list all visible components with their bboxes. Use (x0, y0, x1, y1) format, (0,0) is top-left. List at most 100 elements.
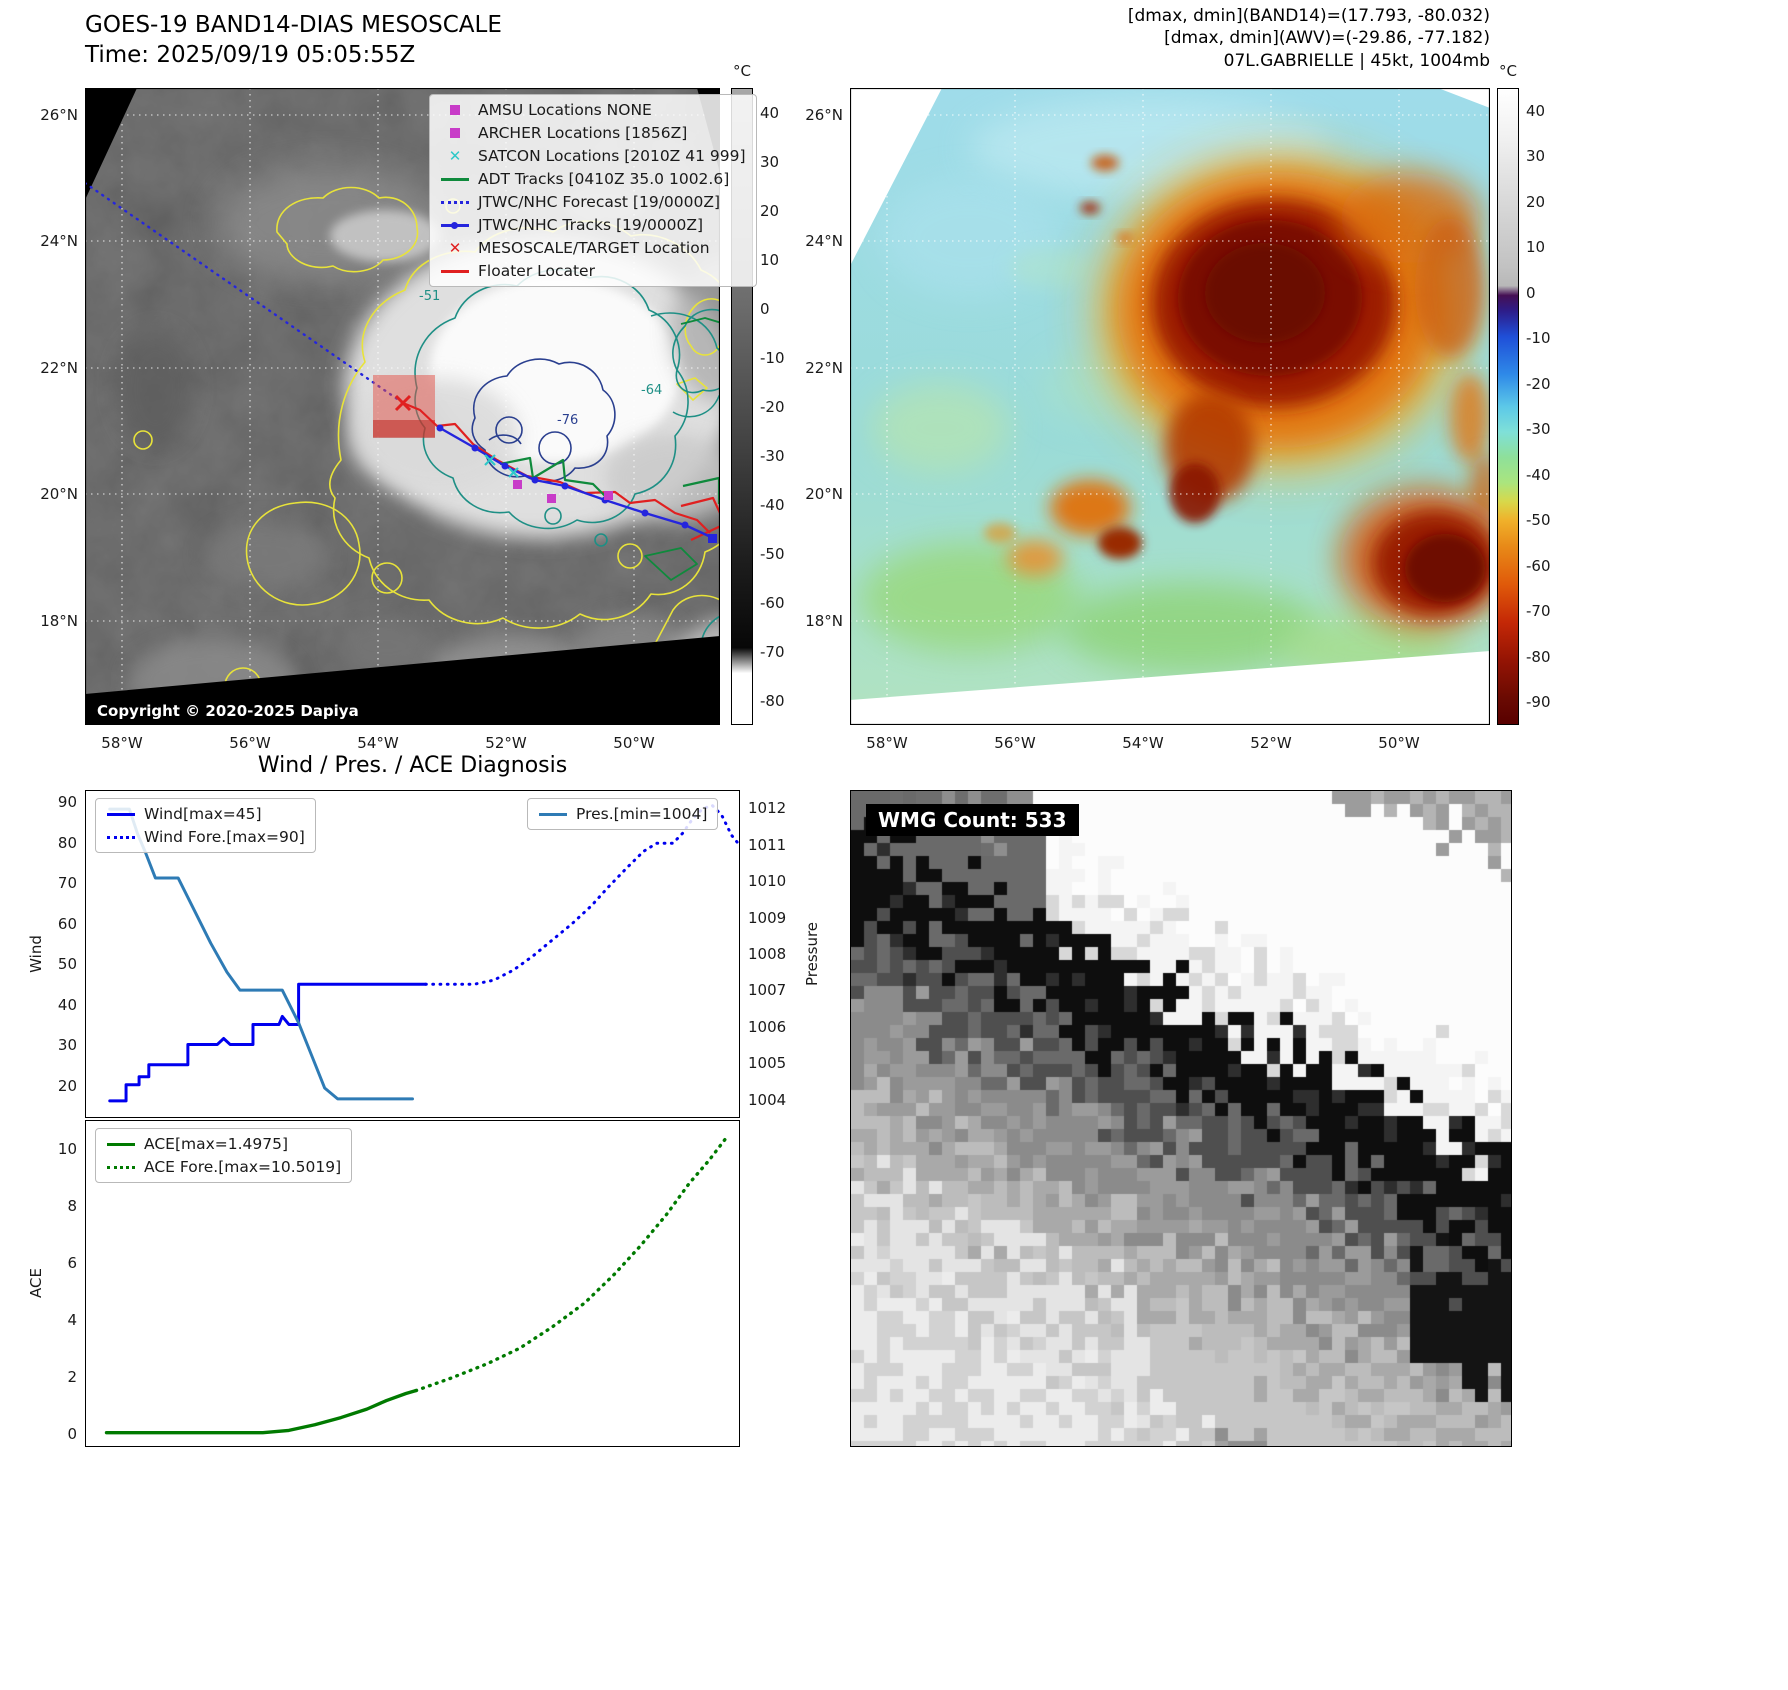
ace-ytick: 8 (67, 1196, 77, 1215)
legend-item: ✕ MESOSCALE/TARGET Location (440, 238, 746, 258)
band14-colorbar-tick: -30 (760, 446, 785, 465)
legend-item: JTWC/NHC Forecast [19/0000Z] (440, 192, 746, 212)
wind-ytick: 80 (57, 833, 77, 852)
awv-lat-label: 26°N (805, 106, 843, 124)
band14-lon-label: 50°W (613, 734, 655, 752)
band14-colorbar-tick: -80 (760, 691, 785, 710)
ace-axis-label: ACE (27, 1268, 45, 1298)
band14-colorbar-tick: -40 (760, 495, 785, 514)
dmax-dmin-band14: [dmax, dmin](BAND14)=(17.793, -80.032) (1127, 6, 1490, 26)
legend-item: ✕ SATCON Locations [2010Z 41 999] (440, 146, 746, 166)
band14-colorbar-tick: 30 (760, 152, 780, 171)
awv-colorbar-tick: 30 (1526, 147, 1546, 166)
legend-label: Wind[max=45] (144, 805, 262, 823)
pressure-ytick: 1005 (748, 1054, 787, 1073)
dmax-dmin-awv: [dmax, dmin](AWV)=(-29.86, -77.182) (1164, 28, 1490, 48)
band14-lat-label: 22°N (40, 359, 78, 377)
archer-markers (513, 480, 613, 503)
dotted-marker-icon (440, 200, 470, 204)
legend-label: ACE[max=1.4975] (144, 1135, 289, 1153)
band14-colorbar-tick: 20 (760, 201, 780, 220)
awv-colorbar-tick: 0 (1526, 283, 1536, 302)
series-wind-fore-max-90 (424, 803, 739, 986)
pressure-ytick: 1008 (748, 945, 787, 963)
square-marker-icon (440, 128, 470, 138)
wind-ytick: 70 (57, 874, 77, 893)
pressure-axis-label: Pressure (803, 921, 821, 987)
line-marker-icon (440, 177, 470, 181)
band14-colorbar-tick: -50 (760, 544, 785, 563)
contours-green (644, 317, 720, 581)
legend-item: Floater Locater (440, 261, 746, 281)
band14-colorbar-tick: -70 (760, 642, 785, 661)
wind-ytick: 60 (57, 914, 77, 933)
target-x-marker (394, 394, 412, 412)
awv-colorbar-tick: 40 (1526, 101, 1546, 120)
awv-colorbar-tick: -30 (1526, 420, 1551, 439)
line-marker-icon (440, 269, 470, 273)
band14-colorbar-tick: 40 (760, 103, 780, 122)
awv-colorbar-tick: -20 (1526, 374, 1551, 393)
awv-lon-label: 52°W (1250, 734, 1292, 752)
wmg-panel-frame (850, 790, 1512, 1447)
legend-item: Pres.[min=1004] (538, 804, 707, 824)
x-marker-icon: ✕ (448, 238, 462, 257)
band14-lon-label: 52°W (485, 734, 527, 752)
square-marker-icon (440, 105, 470, 115)
series-ace-max-1-4975 (104, 1388, 418, 1435)
awv-colorbar-unit: °C (1499, 62, 1517, 80)
band14-colorbar-tick: -20 (760, 397, 785, 416)
wind-ytick: 30 (57, 1036, 77, 1055)
legend-item: Wind Fore.[max=90] (106, 827, 305, 847)
awv-satellite-map (850, 88, 1490, 725)
legend-label: MESOSCALE/TARGET Location (478, 239, 710, 257)
line-marker-icon (106, 812, 136, 816)
band14-lat-label: 26°N (40, 106, 78, 124)
band14-lon-label: 54°W (357, 734, 399, 752)
pressure-ytick: 1007 (748, 981, 787, 1000)
wind-ytick: 20 (57, 1076, 77, 1095)
legend-label: ADT Tracks [0410Z 35.0 1002.6] (478, 170, 730, 188)
awv-lon-label: 54°W (1122, 734, 1164, 752)
x-marker-icon: ✕ (448, 146, 462, 165)
ace-ytick: 4 (67, 1310, 77, 1329)
legend-label: Floater Locater (478, 262, 595, 280)
storm-id-intensity: 07L.GABRIELLE | 45kt, 1004mb (1223, 51, 1490, 71)
awv-colorbar-tick: -70 (1526, 602, 1551, 621)
legend-label: JTWC/NHC Forecast [19/0000Z] (478, 193, 721, 211)
awv-colorbar-tick: -80 (1526, 647, 1551, 666)
ace-ytick: 2 (67, 1368, 77, 1387)
pressure-legend: Pres.[min=1004] (527, 798, 719, 830)
pressure-ytick: 1006 (748, 1017, 787, 1036)
legend-item: AMSU Locations NONE (440, 100, 746, 120)
awv-colorbar-tick: 10 (1526, 238, 1546, 257)
cloud-field (115, 165, 720, 725)
band14-legend: AMSU Locations NONE ARCHER Locations [185… (429, 94, 757, 287)
band14-lon-label: 56°W (229, 734, 271, 752)
pressure-ytick: 1004 (748, 1090, 787, 1109)
legend-label: Wind Fore.[max=90] (144, 828, 305, 846)
legend-label: Pres.[min=1004] (576, 805, 708, 823)
awv-colorbar-tick: -90 (1526, 693, 1551, 712)
ace-legend: ACE[max=1.4975] ACE Fore.[max=10.5019] (95, 1128, 353, 1183)
awv-colorbar (1497, 88, 1519, 725)
line-marker-icon (106, 1142, 136, 1146)
legend-item: ACE Fore.[max=10.5019] (106, 1157, 341, 1177)
ace-ytick: 0 (67, 1425, 77, 1444)
wmg-grayscale-image (851, 791, 1511, 1446)
mesoscale-target-box-shade (373, 420, 435, 438)
legend-label: ARCHER Locations [1856Z] (478, 124, 688, 142)
dotted-marker-icon (106, 835, 136, 839)
band14-lon-label: 58°W (101, 734, 143, 752)
band14-lat-label: 24°N (40, 232, 78, 250)
pressure-ytick: 1011 (748, 835, 787, 854)
contour-label: -51 (419, 289, 440, 304)
band14-axes-frame (85, 88, 720, 725)
pressure-ytick: 1009 (748, 908, 787, 927)
band14-colorbar-tick: -10 (760, 348, 785, 367)
ace-ytick: 6 (67, 1253, 77, 1272)
line-marker-icon (538, 812, 568, 816)
pressure-ytick: 1012 (748, 799, 787, 818)
jtwc-forecast-line (85, 181, 405, 405)
copyright-badge: Copyright © 2020-2025 Dapiya (89, 699, 367, 723)
